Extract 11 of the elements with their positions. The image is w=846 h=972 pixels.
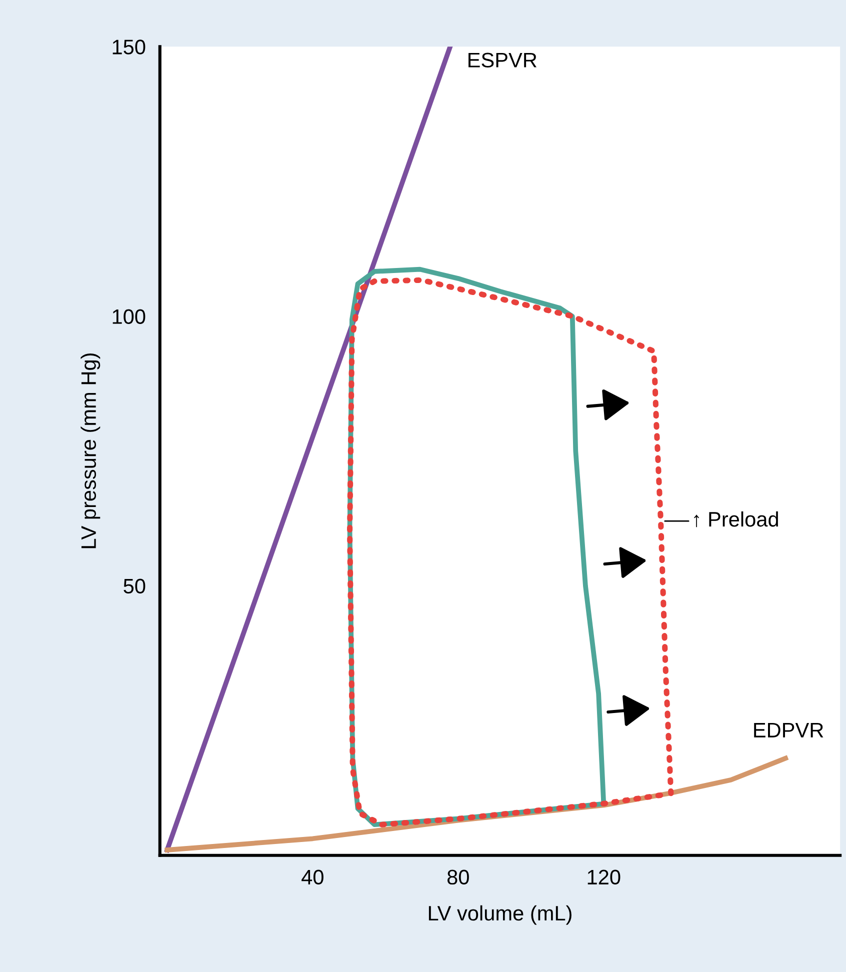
y-axis-title: LV pressure (mm Hg) (80, 354, 100, 548)
y-tick-label: 150 (112, 40, 146, 54)
y-tick-label: 100 (112, 309, 146, 324)
series-label: EDPVR (754, 722, 824, 738)
x-tick-label: 80 (447, 870, 469, 885)
series-label: ESPVR (468, 52, 536, 68)
x-tick-label: 120 (588, 870, 620, 885)
x-axis-title: LV volume (mL) (428, 905, 572, 925)
y-tick-label: 50 (124, 578, 146, 594)
annotation: ↑ Preload (694, 511, 778, 528)
x-tick-label: 40 (302, 870, 324, 885)
